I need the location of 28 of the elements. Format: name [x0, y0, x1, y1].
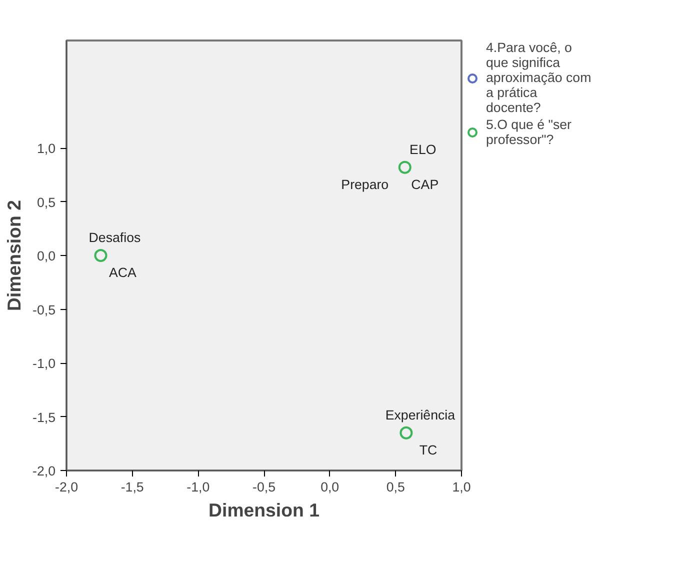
- annotation: Experiência: [385, 407, 456, 422]
- y-tick-label: 1,0: [36, 141, 56, 156]
- x-tick-label: -1,0: [186, 480, 210, 494]
- point: [400, 426, 413, 440]
- annotation: ELO: [410, 142, 436, 157]
- x-tick-label: -2,0: [55, 480, 78, 494]
- x-axis-title: Dimension 1: [208, 500, 320, 520]
- annotation: CAP: [411, 176, 439, 192]
- annotation: ACA: [109, 265, 137, 280]
- annotation: TC: [419, 442, 438, 458]
- y-axis-title: Dimension 2: [4, 200, 25, 311]
- y-tick-label: -1,5: [32, 410, 56, 425]
- x-tick-label: 0,0: [320, 480, 340, 494]
- y-tick-label: 0,0: [36, 248, 56, 264]
- y-tick-label: -0,5: [32, 302, 56, 318]
- x-tick-label: -0,5: [252, 480, 276, 494]
- y-tick-label: -2,0: [32, 464, 56, 478]
- y-tick-label: -1,0: [32, 356, 56, 371]
- y-tick-label: 0,5: [36, 194, 56, 210]
- x-tick-label: 1,0: [452, 480, 471, 494]
- annotation: Preparo: [341, 176, 389, 192]
- x-tick-label: -1,5: [120, 480, 144, 494]
- point: [94, 249, 108, 262]
- point: [398, 160, 412, 174]
- annotation: Desafios: [88, 230, 141, 245]
- x-tick-label: 0,5: [386, 480, 405, 494]
- legend-label: 4.Para você, o que significa aproximação com a prática docente?: [486, 40, 592, 115]
- legend-label: 5.O que é "ser professor"?: [486, 117, 572, 147]
